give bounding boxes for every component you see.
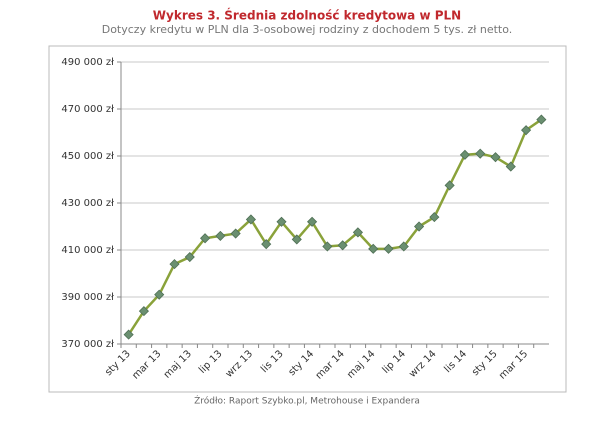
x-tick-label: sty 14 (287, 348, 317, 378)
data-point (414, 221, 425, 232)
source-note: Źródło: Raport Szybko.pl, Metrohouse i E… (194, 395, 420, 407)
data-point (352, 227, 363, 238)
x-tick-label: maj 13 (162, 348, 194, 380)
x-tick-label: wrz 13 (224, 348, 255, 379)
y-tick-label: 450 000 zł (61, 151, 114, 162)
data-point (138, 306, 149, 317)
data-point (154, 289, 165, 300)
x-tick-label: mar 13 (130, 348, 163, 381)
y-tick-label: 430 000 zł (61, 198, 114, 209)
x-tick-label: maj 14 (345, 348, 377, 380)
data-point (184, 251, 195, 263)
x-tick-label: mar 14 (314, 348, 347, 381)
y-tick-label: 490 000 zł (61, 57, 114, 68)
data-point (490, 152, 501, 163)
data-point (169, 259, 180, 270)
x-tick-label: lis 14 (443, 348, 470, 375)
x-tick-label: lip 14 (381, 348, 408, 375)
data-point (245, 214, 256, 225)
data-point (261, 239, 272, 250)
x-tick-label: wrz 14 (407, 348, 438, 379)
data-point (505, 161, 516, 172)
chart-title: Wykres 3. Średnia zdolność kredytowa w P… (153, 8, 461, 23)
chart-subtitle: Dotyczy kredytu w PLN dla 3-osobowej rod… (102, 23, 513, 36)
y-tick-label: 410 000 zł (61, 245, 114, 256)
data-point (429, 212, 440, 223)
data-point (475, 148, 486, 159)
x-tick-label: mar 15 (497, 348, 530, 381)
data-point (383, 243, 394, 254)
y-tick-label: 390 000 zł (61, 292, 114, 303)
x-tick-label: lip 13 (197, 348, 224, 375)
data-point (322, 241, 333, 252)
plot-frame (48, 45, 567, 393)
data-point (459, 149, 470, 160)
data-point (337, 240, 348, 251)
x-tick-label: sty 13 (103, 348, 133, 378)
data-point (444, 180, 455, 191)
data-line (127, 118, 543, 336)
x-tick-label: sty 15 (470, 348, 500, 378)
data-point (536, 114, 547, 125)
data-point (123, 329, 134, 340)
data-point (307, 216, 318, 227)
data-point (200, 233, 211, 244)
data-point (230, 228, 241, 239)
y-tick-label: 470 000 zł (61, 104, 114, 115)
data-point (215, 230, 226, 241)
data-point (291, 234, 302, 245)
data-point (368, 243, 379, 254)
data-point (276, 216, 287, 227)
data-point (398, 241, 409, 252)
y-tick-label: 370 000 zł (61, 339, 114, 350)
x-tick-label: lis 13 (259, 348, 286, 375)
data-point (521, 125, 532, 136)
